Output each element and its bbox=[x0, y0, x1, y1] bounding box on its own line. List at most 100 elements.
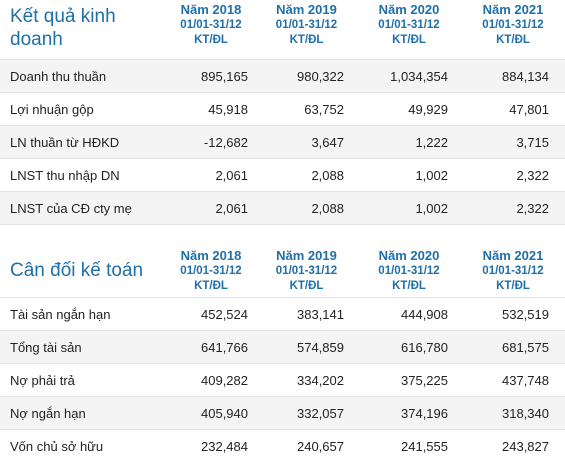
audit-status: KT/ĐL bbox=[194, 280, 228, 292]
section-title-line2: doanh bbox=[10, 29, 63, 50]
cell-value: 437,748 bbox=[502, 372, 549, 388]
year-label: Năm 2019 bbox=[276, 248, 337, 263]
audit-status: KT/ĐL bbox=[392, 34, 426, 46]
cell-value: 532,519 bbox=[502, 306, 549, 322]
period-range: 01/01-31/12 bbox=[482, 19, 544, 31]
row-label[interactable]: Nợ ngắn hạn bbox=[10, 405, 86, 421]
cell-value: 374,196 bbox=[401, 405, 448, 421]
cell-value: 243,827 bbox=[502, 438, 549, 454]
table-row: Nợ ngắn hạn 405,940 332,057 374,196 318,… bbox=[0, 396, 565, 429]
cell-value: 240,657 bbox=[297, 438, 344, 454]
cell-value: 318,340 bbox=[502, 405, 549, 421]
section-header: Kết quả kinh doanh Năm 2018 01/01-31/12 … bbox=[0, 0, 565, 59]
year-header-2018[interactable]: Năm 2018 01/01-31/12 KT/ĐL bbox=[166, 2, 256, 59]
cell-value: 1,222 bbox=[415, 134, 448, 150]
cell-value: 334,202 bbox=[297, 372, 344, 388]
cell-value: 2,061 bbox=[215, 167, 248, 183]
cell-value: 3,647 bbox=[311, 134, 344, 150]
row-label[interactable]: Doanh thu thuần bbox=[10, 68, 107, 84]
cell-value: 45,918 bbox=[208, 101, 248, 117]
table-row: Tổng tài sản 641,766 574,859 616,780 681… bbox=[0, 330, 565, 363]
year-label: Năm 2021 bbox=[482, 248, 544, 263]
cell-value: 2,061 bbox=[215, 200, 248, 216]
cell-value: 1,002 bbox=[415, 167, 448, 183]
cell-value: 2,322 bbox=[516, 167, 549, 183]
income-statement-section: Kết quả kinh doanh Năm 2018 01/01-31/12 … bbox=[0, 0, 565, 224]
period-range: 01/01-31/12 bbox=[482, 265, 544, 277]
section-title: Cân đối kế toán bbox=[0, 248, 166, 297]
cell-value: 2,088 bbox=[311, 200, 344, 216]
year-header-2018[interactable]: Năm 2018 01/01-31/12 KT/ĐL bbox=[166, 248, 256, 297]
period-range: 01/01-31/12 bbox=[275, 19, 338, 31]
cell-value: 2,088 bbox=[311, 167, 344, 183]
cell-value: 641,766 bbox=[201, 339, 248, 355]
period-range: 01/01-31/12 bbox=[378, 19, 440, 31]
year-header-2020[interactable]: Năm 2020 01/01-31/12 KT/ĐL bbox=[357, 2, 461, 59]
year-label: Năm 2021 bbox=[482, 2, 544, 17]
year-label: Năm 2020 bbox=[378, 2, 440, 17]
cell-value: 232,484 bbox=[201, 438, 248, 454]
audit-status: KT/ĐL bbox=[194, 34, 228, 46]
cell-value: 383,141 bbox=[297, 306, 344, 322]
year-header-2020[interactable]: Năm 2020 01/01-31/12 KT/ĐL bbox=[357, 248, 461, 297]
cell-value: 980,322 bbox=[297, 68, 344, 84]
cell-value: 375,225 bbox=[401, 372, 448, 388]
audit-status: KT/ĐL bbox=[289, 280, 324, 292]
cell-value: 444,908 bbox=[401, 306, 448, 322]
year-header-2021[interactable]: Năm 2021 01/01-31/12 KT/ĐL bbox=[461, 2, 565, 59]
row-label[interactable]: LNST thu nhập DN bbox=[10, 167, 120, 183]
row-label[interactable]: Lợi nhuận gộp bbox=[10, 101, 94, 117]
row-label[interactable]: LNST của CĐ cty mẹ bbox=[10, 200, 132, 216]
audit-status: KT/ĐL bbox=[289, 34, 324, 46]
cell-value: 895,165 bbox=[201, 68, 248, 84]
cell-value: -12,682 bbox=[203, 134, 248, 150]
audit-status: KT/ĐL bbox=[392, 280, 426, 292]
cell-value: 405,940 bbox=[201, 405, 248, 421]
balance-sheet-section: Cân đối kế toán Năm 2018 01/01-31/12 KT/… bbox=[0, 224, 565, 462]
cell-value: 2,322 bbox=[516, 200, 549, 216]
period-range: 01/01-31/12 bbox=[180, 265, 242, 277]
row-label[interactable]: Vốn chủ sở hữu bbox=[10, 438, 104, 454]
section-header: Cân đối kế toán Năm 2018 01/01-31/12 KT/… bbox=[0, 224, 565, 297]
period-range: 01/01-31/12 bbox=[275, 265, 338, 277]
cell-value: 681,575 bbox=[502, 339, 549, 355]
year-label: Năm 2019 bbox=[276, 2, 337, 17]
cell-value: 63,752 bbox=[304, 101, 344, 117]
year-header-2019[interactable]: Năm 2019 01/01-31/12 KT/ĐL bbox=[256, 2, 357, 59]
year-header-2021[interactable]: Năm 2021 01/01-31/12 KT/ĐL bbox=[461, 248, 565, 297]
year-header-2019[interactable]: Năm 2019 01/01-31/12 KT/ĐL bbox=[256, 248, 357, 297]
cell-value: 49,929 bbox=[408, 101, 448, 117]
year-label: Năm 2020 bbox=[378, 248, 440, 263]
table-row: LNST thu nhập DN 2,061 2,088 1,002 2,322 bbox=[0, 158, 565, 191]
table-row: Nợ phải trả 409,282 334,202 375,225 437,… bbox=[0, 363, 565, 396]
row-label[interactable]: Nợ phải trả bbox=[10, 372, 75, 388]
cell-value: 452,524 bbox=[201, 306, 248, 322]
section-title-line1: Kết quả kinh bbox=[10, 6, 116, 27]
cell-value: 3,715 bbox=[516, 134, 549, 150]
cell-value: 241,555 bbox=[401, 438, 448, 454]
period-range: 01/01-31/12 bbox=[180, 19, 242, 31]
cell-value: 1,002 bbox=[415, 200, 448, 216]
cell-value: 47,801 bbox=[509, 101, 549, 117]
table-row: Doanh thu thuần 895,165 980,322 1,034,35… bbox=[0, 59, 565, 92]
table-row: Tài sản ngắn hạn 452,524 383,141 444,908… bbox=[0, 297, 565, 330]
year-label: Năm 2018 bbox=[180, 2, 242, 17]
row-label[interactable]: Tổng tài sản bbox=[10, 339, 82, 355]
audit-status: KT/ĐL bbox=[496, 280, 530, 292]
table-row: LNST của CĐ cty mẹ 2,061 2,088 1,002 2,3… bbox=[0, 191, 565, 224]
row-label[interactable]: LN thuần từ HĐKD bbox=[10, 134, 120, 150]
cell-value: 616,780 bbox=[401, 339, 448, 355]
year-label: Năm 2018 bbox=[180, 248, 242, 263]
audit-status: KT/ĐL bbox=[496, 34, 530, 46]
cell-value: 332,057 bbox=[297, 405, 344, 421]
table-row: Lợi nhuận gộp 45,918 63,752 49,929 47,80… bbox=[0, 92, 565, 125]
cell-value: 409,282 bbox=[201, 372, 248, 388]
section-title-line1: Cân đối kế toán bbox=[10, 260, 144, 281]
cell-value: 1,034,354 bbox=[390, 68, 448, 84]
cell-value: 884,134 bbox=[502, 68, 549, 84]
row-label[interactable]: Tài sản ngắn hạn bbox=[10, 306, 111, 322]
table-row: LN thuần từ HĐKD -12,682 3,647 1,222 3,7… bbox=[0, 125, 565, 158]
table-row: Vốn chủ sở hữu 232,484 240,657 241,555 2… bbox=[0, 429, 565, 462]
section-title: Kết quả kinh doanh bbox=[0, 2, 166, 59]
cell-value: 574,859 bbox=[297, 339, 344, 355]
